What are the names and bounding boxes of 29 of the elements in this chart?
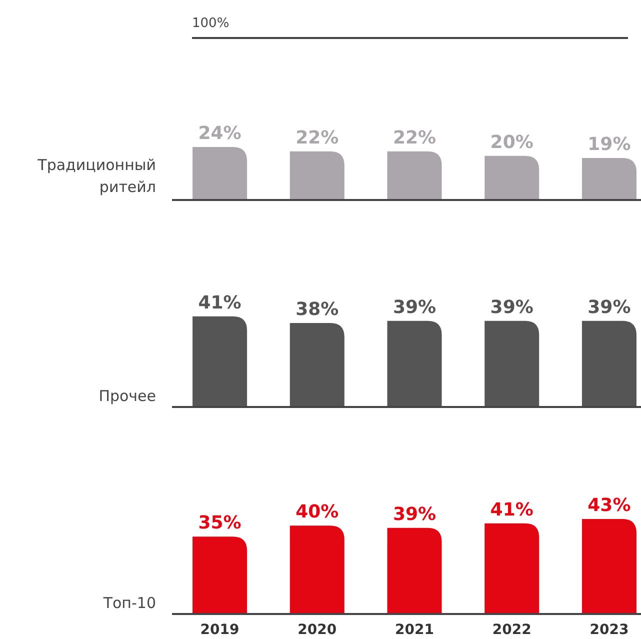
y-axis-title: Традиционный ритейл <box>36 156 156 196</box>
y-axis-title: Топ-10 <box>102 594 156 612</box>
bar <box>387 528 442 614</box>
data-label: 39% <box>392 296 436 318</box>
bar <box>582 519 636 614</box>
x-tick-label: 2022 <box>492 622 532 638</box>
data-label: 41% <box>490 499 534 520</box>
data-label: 22% <box>296 127 339 148</box>
bar <box>484 523 540 614</box>
bar <box>192 536 248 614</box>
x-tick-label: 2021 <box>395 622 434 638</box>
data-label: 39% <box>490 296 534 318</box>
data-label: 40% <box>296 502 339 523</box>
data-label: 43% <box>588 495 631 516</box>
x-tick-label: 2019 <box>200 622 240 638</box>
y-axis-title: Прочее <box>98 387 156 405</box>
data-label: 19% <box>588 134 631 156</box>
data-label: 22% <box>392 127 436 148</box>
data-label: 39% <box>588 296 631 318</box>
data-label: 39% <box>392 504 436 525</box>
text: 100% <box>192 16 230 31</box>
data-label: 20% <box>490 132 534 153</box>
x-tick-label: 2023 <box>590 622 629 638</box>
bar <box>290 526 344 614</box>
data-label: 38% <box>296 299 339 320</box>
data-label: 41% <box>198 292 242 314</box>
data-label: 35% <box>198 512 242 534</box>
x-tick-label: 2020 <box>298 622 337 638</box>
data-label: 24% <box>198 122 242 144</box>
